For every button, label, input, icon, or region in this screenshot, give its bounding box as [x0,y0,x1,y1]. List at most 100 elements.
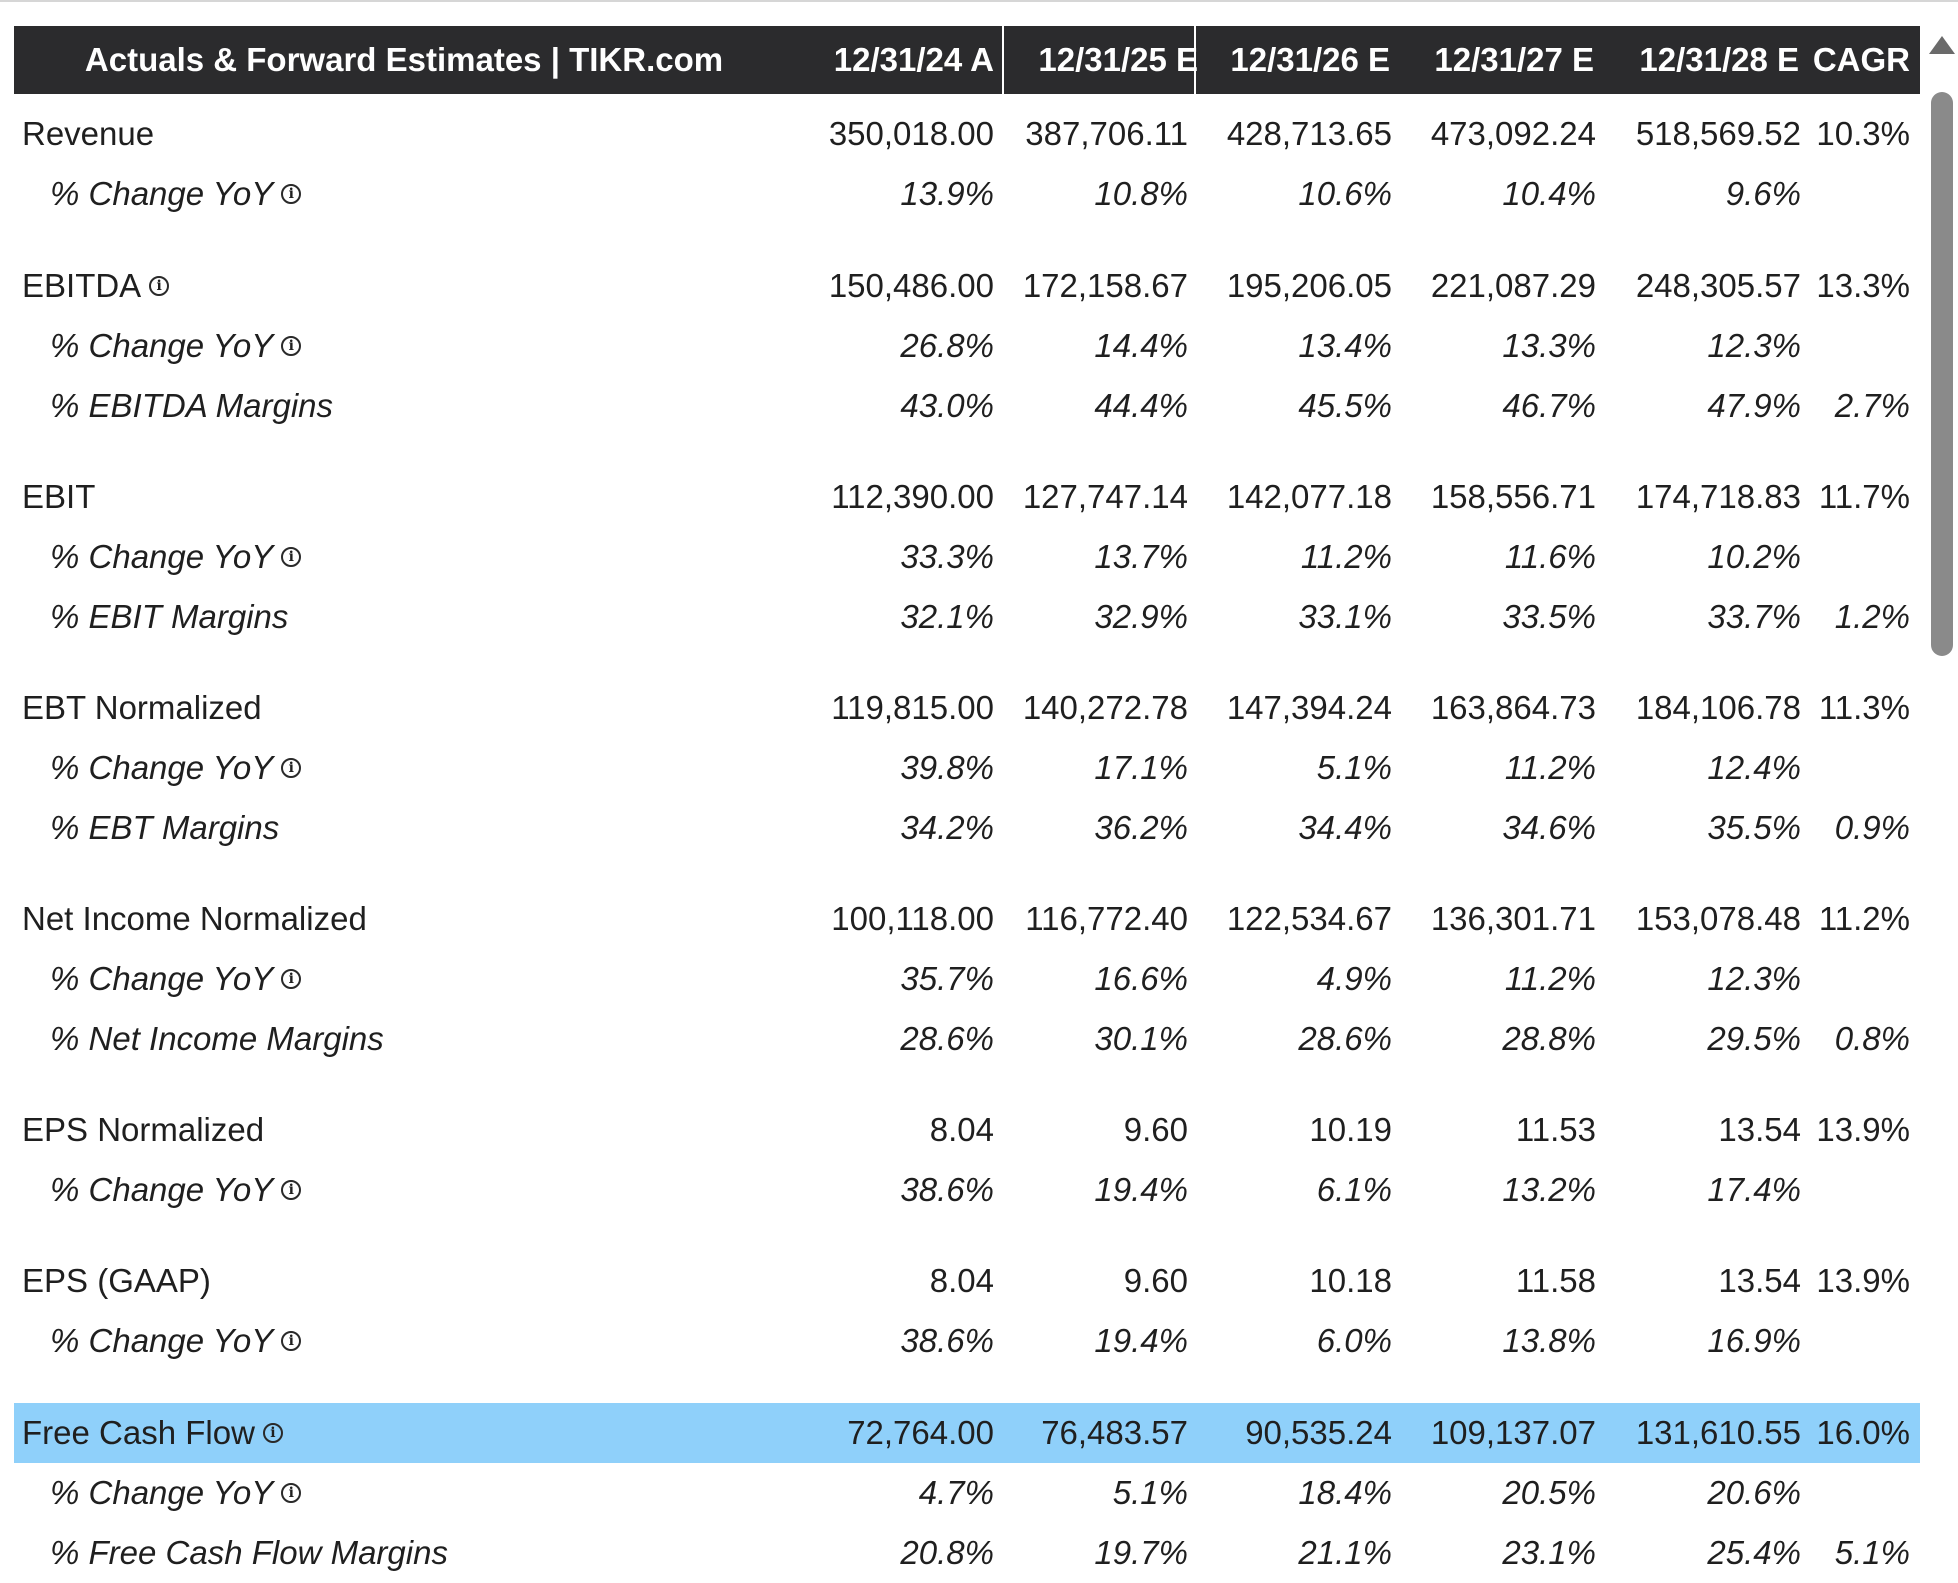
value-cell: 163,864.73 [1430,689,1596,726]
value-cell: 26.8% [900,327,994,364]
value-cell: 13.3% [1502,327,1596,364]
row-label-text: Revenue [22,115,155,152]
table-row[interactable]: Net Income Normalized 100,118.00 116,772.4… [14,889,1920,949]
value-cell: 100,118.00 [831,900,994,937]
row-label-text: % Change YoY [50,175,274,212]
table-row[interactable]: EBIT 112,390.00 127,747.14 142,077.18 158,55… [14,467,1920,527]
table-row[interactable]: EBITDA i 150,486.00 172,158.67 195,206.05 221… [14,256,1920,316]
table-row[interactable]: % Free Cash Flow Margins 20.8% 19.7% 21.1% 2… [14,1523,1920,1583]
value-cell: 174,718.83 [1635,478,1801,515]
column-header-cagr[interactable]: CAGR [1812,41,1910,78]
value-cell: 20.8% [900,1534,994,1571]
row-label-text: % Free Cash Flow Margins [50,1534,448,1571]
cagr-value: 2.7% [1834,387,1910,424]
value-cell: 11.6% [1504,538,1596,575]
value-cell: 195,206.05 [1226,267,1392,304]
scroll-up-arrow-icon[interactable] [1929,36,1955,54]
row-label: % Net Income Margins [50,1009,810,1069]
row-label: EBITDA i [22,256,782,316]
table-row[interactable]: % Change YoY i 33.3% 13.7% 11.2% 11.6% 10.2% [14,527,1920,587]
table-row[interactable]: % EBT Margins 34.2% 36.2% 34.4% 34.6% 35.5% 0.… [14,798,1920,858]
value-cell: 90,535.24 [1245,1414,1392,1451]
value-cell: 28.6% [900,1020,994,1057]
cagr-value: 0.8% [1834,1020,1910,1057]
value-cell: 16.9% [1707,1322,1801,1359]
column-header-2027[interactable]: 12/31/27 E [1434,41,1594,78]
value-cell: 6.0% [1316,1322,1392,1359]
value-cell: 119,815.00 [831,689,994,726]
info-icon[interactable]: i [281,1331,302,1352]
table-row[interactable]: % Change YoY i 38.6% 19.4% 6.0% 13.8% 16.9% [14,1311,1920,1371]
table-row[interactable]: % EBITDA Margins 43.0% 44.4% 45.5% 46.7% 47.9… [14,376,1920,436]
table-row[interactable]: % Change YoY i 4.7% 5.1% 18.4% 20.5% 20.6% [14,1463,1920,1523]
row-label-text: EBIT [22,478,96,515]
value-cell: 72,764.00 [847,1414,994,1451]
value-cell: 122,534.67 [1226,900,1392,937]
value-cell: 10.8% [1094,175,1188,212]
info-icon[interactable]: i [281,758,302,779]
column-header-2026[interactable]: 12/31/26 E [1230,41,1390,78]
info-icon[interactable]: i [262,1423,283,1444]
table-row[interactable]: Revenue 350,018.00 387,706.11 428,713.65 473… [14,104,1920,164]
table-row[interactable]: % Change YoY i 26.8% 14.4% 13.4% 13.3% 12.3% [14,316,1920,376]
info-icon[interactable]: i [281,336,302,357]
value-cell: 10.6% [1298,175,1392,212]
value-cell: 20.6% [1707,1474,1801,1511]
value-cell: 13.9% [900,175,994,212]
table-row[interactable]: % Change YoY i 39.8% 17.1% 5.1% 11.2% 12.4% [14,738,1920,798]
table-row[interactable]: % Net Income Margins 28.6% 30.1% 28.6% 28.8%… [14,1009,1920,1069]
scrollbar-thumb[interactable] [1931,92,1953,656]
row-label: % Change YoY i [50,949,810,1009]
cagr-value [1811,1311,1920,1371]
table-row[interactable]: EPS (GAAP) 8.04 9.60 10.18 11.58 13.54 13.9% [14,1251,1920,1311]
table-row[interactable]: % Change YoY i 38.6% 19.4% 6.1% 13.2% 17.4% [14,1160,1920,1220]
value-cell: 38.6% [900,1322,994,1359]
row-label: Revenue [22,104,782,164]
table-row[interactable]: EPS Normalized 8.04 9.60 10.19 11.53 13.54 13.… [14,1100,1920,1160]
cagr-value: 5.1% [1834,1534,1910,1571]
row-label: Net Income Normalized [22,889,782,949]
value-cell: 38.6% [900,1171,994,1208]
table-row[interactable]: % Change YoY i 13.9% 10.8% 10.6% 10.4% 9.6% [14,164,1920,224]
value-cell: 8.04 [929,1111,994,1148]
info-icon[interactable]: i [281,969,302,990]
value-cell: 33.5% [1502,598,1596,635]
value-cell: 184,106.78 [1635,689,1801,726]
column-divider [1194,26,1196,94]
value-cell: 12.4% [1707,749,1801,786]
value-cell: 4.7% [918,1474,994,1511]
info-icon[interactable]: i [281,1483,302,1504]
cagr-value: 13.9% [1816,1262,1910,1299]
row-label: % Change YoY i [50,738,810,798]
column-header-2025[interactable]: 12/31/25 E [1038,41,1198,78]
column-header-2028[interactable]: 12/31/28 E [1639,41,1799,78]
info-icon[interactable]: i [281,184,302,205]
value-cell: 5.1% [1112,1474,1188,1511]
info-icon[interactable]: i [281,1180,302,1201]
table-header: Actuals & Forward Estimates | TIKR.com 1… [14,26,1920,94]
row-label-text: EBT Normalized [22,689,262,726]
value-cell: 14.4% [1094,327,1188,364]
table-row-highlighted[interactable]: Free Cash Flow i 72,764.00 76,483.57 90,535.… [14,1403,1920,1463]
value-cell: 36.2% [1094,809,1188,846]
value-cell: 30.1% [1094,1020,1188,1057]
table-row[interactable]: EBT Normalized 119,815.00 140,272.78 147,39… [14,678,1920,738]
row-label-text: % Change YoY [50,749,274,786]
table-row[interactable]: % Change YoY i 35.7% 16.6% 4.9% 11.2% 12.3% [14,949,1920,1009]
info-icon[interactable]: i [149,276,170,297]
value-cell: 28.6% [1298,1020,1392,1057]
value-cell: 46.7% [1502,387,1596,424]
value-cell: 6.1% [1316,1171,1392,1208]
table-row[interactable]: % EBIT Margins 32.1% 32.9% 33.1% 33.5% 33.7% 1… [14,587,1920,647]
row-label: EPS (GAAP) [22,1251,782,1311]
info-icon[interactable]: i [281,547,302,568]
value-cell: 10.18 [1309,1262,1392,1299]
cagr-value [1811,316,1920,376]
value-cell: 112,390.00 [831,478,994,515]
row-label-text: % Change YoY [50,1171,274,1208]
cagr-value [1811,738,1920,798]
row-label: % Change YoY i [50,1463,810,1523]
value-cell: 221,087.29 [1430,267,1596,304]
column-header-2024[interactable]: 12/31/24 A [833,41,994,78]
